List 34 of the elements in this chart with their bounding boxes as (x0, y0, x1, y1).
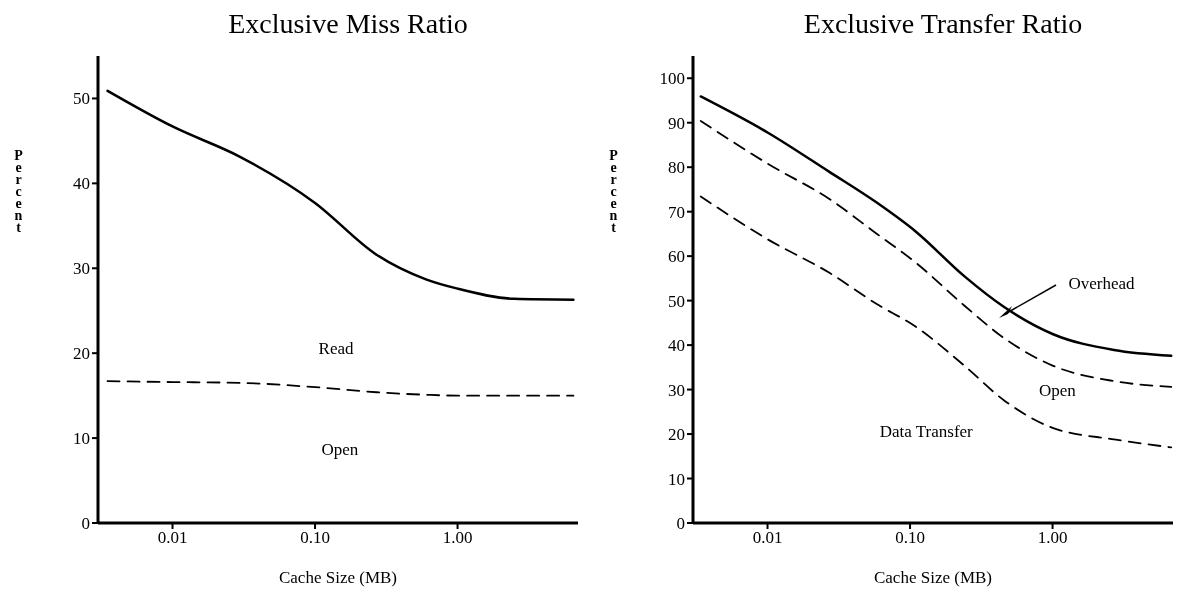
y-tick-label: 0 (81, 514, 90, 534)
annotation: Open (1038, 380, 1076, 401)
x-tick-label: 0.10 (300, 528, 330, 548)
y-tick-label: 40 (668, 336, 685, 356)
y-tick-label: 20 (668, 425, 685, 445)
y-tick-label: 30 (73, 259, 90, 279)
x-tick-label: 0.10 (895, 528, 925, 548)
x-axis-title: Cache Size (MB) (278, 568, 398, 588)
y-tick-label: 50 (73, 89, 90, 109)
x-tick-label: 0.01 (157, 528, 188, 548)
annotation: Open (321, 440, 359, 461)
y-tick-label: 70 (668, 202, 685, 222)
y-tick-label: 10 (73, 429, 90, 449)
y-axis-title: Percent (10, 148, 27, 232)
x-axis-title: Cache Size (MB) (873, 568, 993, 588)
y-tick-label: 20 (73, 344, 90, 364)
annotation: Read (318, 338, 354, 359)
y-tick-label: 10 (668, 469, 685, 489)
y-tick-label: 100 (659, 69, 685, 89)
y-tick-label: 80 (668, 158, 685, 178)
annotation: Data Transfer (879, 422, 973, 443)
chart-title: Exclusive Transfer Ratio (802, 8, 1084, 40)
y-tick-label: 0 (676, 514, 685, 534)
y-tick-label: 50 (668, 291, 685, 311)
chart-title: Exclusive Miss Ratio (227, 8, 469, 40)
x-tick-label: 1.00 (442, 528, 473, 548)
y-tick-label: 40 (73, 174, 90, 194)
x-tick-label: 0.01 (752, 528, 783, 548)
y-tick-label: 90 (668, 113, 685, 133)
y-tick-label: 30 (668, 380, 685, 400)
annotation: Overhead (1068, 274, 1135, 295)
x-tick-label: 1.00 (1037, 528, 1068, 548)
y-tick-label: 60 (668, 247, 685, 267)
y-axis-title: Percent (605, 148, 622, 232)
